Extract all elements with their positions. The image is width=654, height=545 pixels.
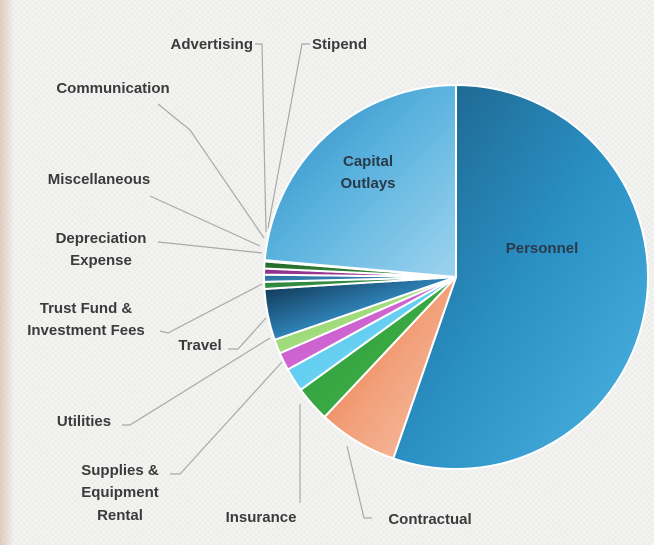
label-supplies-2: Equipment	[81, 484, 159, 501]
label-contractual: Contractual	[388, 511, 471, 528]
leader-line-stipend	[267, 43, 310, 229]
label-trust-1: Trust Fund &	[40, 300, 133, 317]
leader-line-trust	[159, 283, 263, 334]
background-edge-tint	[0, 0, 14, 545]
label-communication: Communication	[56, 80, 169, 97]
leader-line-travel	[228, 317, 267, 350]
label-supplies-1: Supplies &	[81, 462, 159, 479]
label-capital-outlays-1: Capital	[343, 153, 393, 170]
label-insurance: Insurance	[226, 509, 297, 526]
slice-capital-outlays	[263, 84, 457, 278]
label-capital-outlays-2: Outlays	[340, 175, 395, 192]
leader-lines	[122, 43, 372, 519]
label-depreciation-1: Depreciation	[56, 230, 147, 247]
leader-line-communication	[157, 103, 265, 239]
leader-line-supplies	[170, 361, 283, 475]
label-stipend: Stipend	[312, 36, 367, 53]
leader-line-utilities	[122, 337, 271, 426]
leader-line-miscellaneous	[149, 195, 261, 247]
label-personnel: Personnel	[506, 240, 579, 257]
leader-line-depreciation	[157, 241, 263, 254]
leader-line-advertising	[255, 43, 267, 233]
label-supplies-3: Rental	[97, 507, 143, 524]
label-utilities: Utilities	[57, 413, 111, 430]
pie-slices	[263, 84, 649, 470]
label-travel: Travel	[178, 337, 221, 354]
label-miscellaneous: Miscellaneous	[48, 171, 151, 188]
label-advertising: Advertising	[170, 36, 253, 53]
label-depreciation-2: Expense	[70, 252, 132, 269]
leader-line-contractual	[346, 445, 372, 519]
label-trust-2: Investment Fees	[27, 322, 145, 339]
